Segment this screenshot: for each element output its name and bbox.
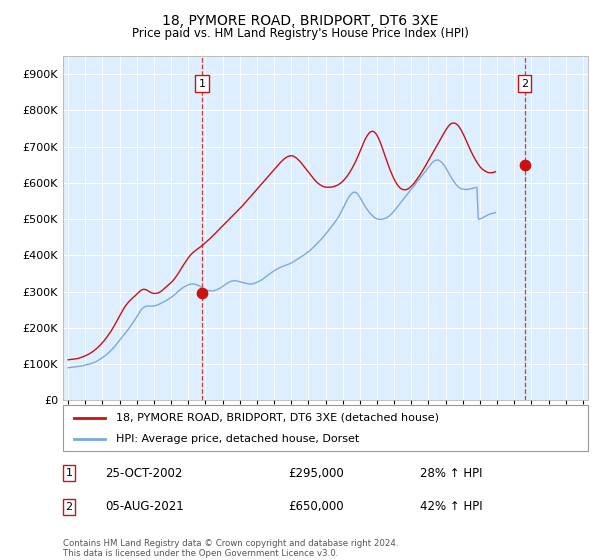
Text: £650,000: £650,000 [288, 500, 344, 514]
Text: 05-AUG-2021: 05-AUG-2021 [105, 500, 184, 514]
Text: 28% ↑ HPI: 28% ↑ HPI [420, 466, 482, 480]
Point [520, 160, 529, 169]
Text: Contains HM Land Registry data © Crown copyright and database right 2024.
This d: Contains HM Land Registry data © Crown c… [63, 539, 398, 558]
Text: 2: 2 [521, 78, 528, 88]
Text: 18, PYMORE ROAD, BRIDPORT, DT6 3XE: 18, PYMORE ROAD, BRIDPORT, DT6 3XE [162, 14, 438, 28]
Text: Price paid vs. HM Land Registry's House Price Index (HPI): Price paid vs. HM Land Registry's House … [131, 27, 469, 40]
Text: 2: 2 [65, 502, 73, 512]
Text: £295,000: £295,000 [288, 466, 344, 480]
Text: 1: 1 [199, 78, 205, 88]
FancyBboxPatch shape [63, 405, 588, 451]
Text: 1: 1 [65, 468, 73, 478]
Text: HPI: Average price, detached house, Dorset: HPI: Average price, detached house, Dors… [115, 434, 359, 444]
Text: 25-OCT-2002: 25-OCT-2002 [105, 466, 182, 480]
Point [197, 289, 207, 298]
Text: 18, PYMORE ROAD, BRIDPORT, DT6 3XE (detached house): 18, PYMORE ROAD, BRIDPORT, DT6 3XE (deta… [115, 413, 439, 423]
Text: 42% ↑ HPI: 42% ↑ HPI [420, 500, 482, 514]
